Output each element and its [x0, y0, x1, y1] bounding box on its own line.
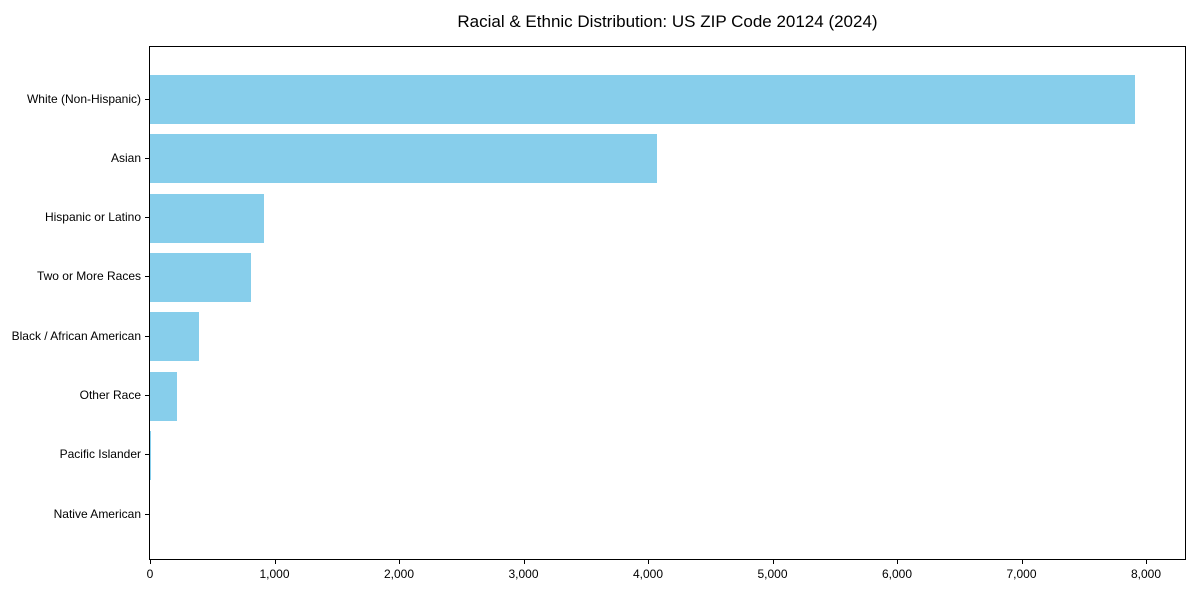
- y-tick-label: Two or More Races: [36, 269, 141, 284]
- y-tick: [145, 395, 149, 396]
- bar: [150, 134, 657, 184]
- bar: [150, 430, 151, 480]
- bar: [150, 312, 200, 362]
- x-tick-label: 3,000: [508, 567, 539, 581]
- bar: [150, 371, 177, 421]
- x-tick: [1146, 560, 1148, 564]
- x-tick-label: 0: [146, 567, 154, 581]
- x-tick-label: 5,000: [757, 567, 788, 581]
- y-tick: [145, 98, 149, 100]
- y-tick-label: Asian: [110, 150, 141, 165]
- x-tick: [274, 560, 276, 564]
- y-tick-label: Other Race: [79, 388, 141, 402]
- y-tick: [145, 335, 149, 337]
- x-tick-label: 1,000: [259, 567, 290, 581]
- y-tick-label: Pacific Islander: [59, 447, 141, 462]
- x-tick-label: 7,000: [1006, 567, 1037, 581]
- x-tick: [399, 560, 400, 564]
- x-tick-label: 8,000: [1131, 567, 1162, 581]
- plot-area: [149, 46, 1186, 560]
- y-tick: [145, 276, 149, 278]
- x-tick: [523, 560, 525, 564]
- bar: [150, 252, 251, 302]
- x-tick: [1021, 560, 1023, 564]
- y-tick-label: Hispanic or Latino: [44, 210, 141, 225]
- x-tick: [897, 560, 899, 564]
- y-tick-label: Native American: [53, 506, 141, 521]
- x-tick: [772, 560, 774, 564]
- y-tick-label: Black / African American: [11, 328, 141, 343]
- y-tick: [145, 454, 149, 456]
- x-tick: [648, 560, 649, 564]
- x-tick-label: 2,000: [383, 567, 415, 581]
- bar: [150, 75, 1136, 124]
- y-tick-label: White (Non-Hispanic): [26, 91, 141, 106]
- chart-title: Racial & Ethnic Distribution: US ZIP Cod…: [457, 12, 878, 31]
- x-tick-label: 4,000: [632, 567, 664, 581]
- y-tick: [145, 157, 149, 159]
- y-tick: [145, 513, 149, 515]
- bar: [150, 193, 264, 243]
- y-tick: [145, 217, 149, 219]
- x-tick: [150, 560, 151, 564]
- x-tick-label: 6,000: [882, 567, 913, 581]
